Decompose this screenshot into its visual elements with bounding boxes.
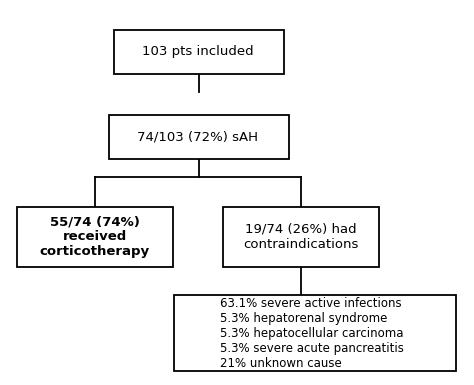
Text: 74/103 (72%) sAH: 74/103 (72%) sAH [137, 130, 258, 143]
Text: 55/74 (74%)
received
corticotherapy: 55/74 (74%) received corticotherapy [40, 215, 150, 258]
Text: 103 pts included: 103 pts included [142, 45, 254, 59]
FancyBboxPatch shape [223, 207, 379, 266]
FancyBboxPatch shape [17, 207, 173, 266]
FancyBboxPatch shape [174, 296, 456, 370]
FancyBboxPatch shape [114, 30, 284, 74]
FancyBboxPatch shape [109, 115, 289, 159]
Text: 19/74 (26%) had
contraindications: 19/74 (26%) had contraindications [243, 223, 359, 251]
Text: 63.1% severe active infections
5.3% hepatorenal syndrome
5.3% hepatocellular car: 63.1% severe active infections 5.3% hepa… [220, 296, 404, 370]
